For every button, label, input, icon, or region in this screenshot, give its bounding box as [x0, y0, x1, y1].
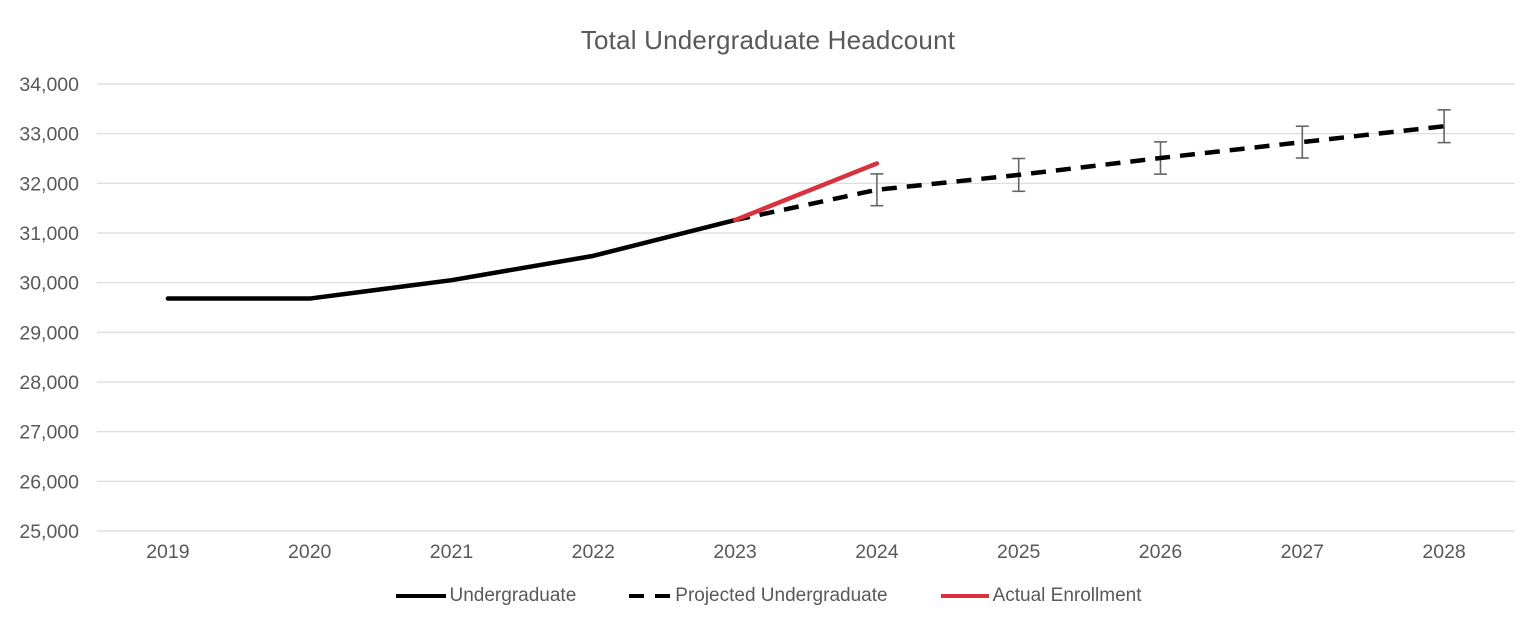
- x-axis-tick-label: 2027: [1281, 541, 1324, 563]
- legend-label-undergraduate: Undergraduate: [449, 585, 577, 606]
- legend-label-actual-enrollment: Actual Enrollment: [992, 585, 1142, 606]
- y-axis-tick-label: 26,000: [19, 471, 79, 493]
- chart-title: Total Undergraduate Headcount: [580, 25, 956, 55]
- x-axis-tick-label: 2023: [713, 541, 756, 563]
- x-axis-tick-label: 2025: [997, 541, 1041, 563]
- y-axis-tick-label: 25,000: [19, 521, 79, 543]
- legend-item-actual-enrollment: Actual Enrollment: [940, 585, 1142, 607]
- y-axis-tick-label: 29,000: [19, 322, 79, 344]
- y-axis-tick-label: 33,000: [19, 124, 79, 146]
- x-axis-tick-label: 2028: [1422, 541, 1465, 563]
- y-axis-tick-label: 34,000: [19, 74, 79, 96]
- y-axis-tick-label: 30,000: [19, 273, 79, 295]
- x-axis-tick-label: 2021: [430, 541, 473, 563]
- y-axis-tick-label: 28,000: [19, 372, 79, 394]
- chart-legend: Undergraduate Projected Undergraduate Ac…: [0, 585, 1536, 607]
- x-axis-tick-label: 2019: [146, 541, 189, 563]
- legend-label-projected-undergraduate: Projected Undergraduate: [675, 585, 888, 606]
- legend-item-projected-undergraduate: Projected Undergraduate: [628, 585, 888, 607]
- dashed-line-swatch-icon: [629, 594, 672, 598]
- x-axis-tick-label: 2026: [1139, 541, 1182, 563]
- red-line-swatch-icon: [940, 594, 989, 598]
- solid-line-swatch-icon: [395, 594, 446, 598]
- x-axis-tick-label: 2024: [855, 541, 899, 563]
- series-line-actual-enrollment: [732, 161, 880, 223]
- legend-item-undergraduate: Undergraduate: [395, 585, 577, 607]
- y-axis-tick-label: 31,000: [19, 223, 79, 245]
- series-line-undergraduate: [165, 217, 738, 301]
- y-axis-tick-label: 27,000: [19, 422, 79, 444]
- series-line-projected-undergraduate: [734, 123, 1445, 223]
- x-axis-tick-label: 2022: [572, 541, 615, 563]
- x-axis-tick-label: 2020: [288, 541, 332, 563]
- y-axis-tick-label: 32,000: [19, 173, 79, 195]
